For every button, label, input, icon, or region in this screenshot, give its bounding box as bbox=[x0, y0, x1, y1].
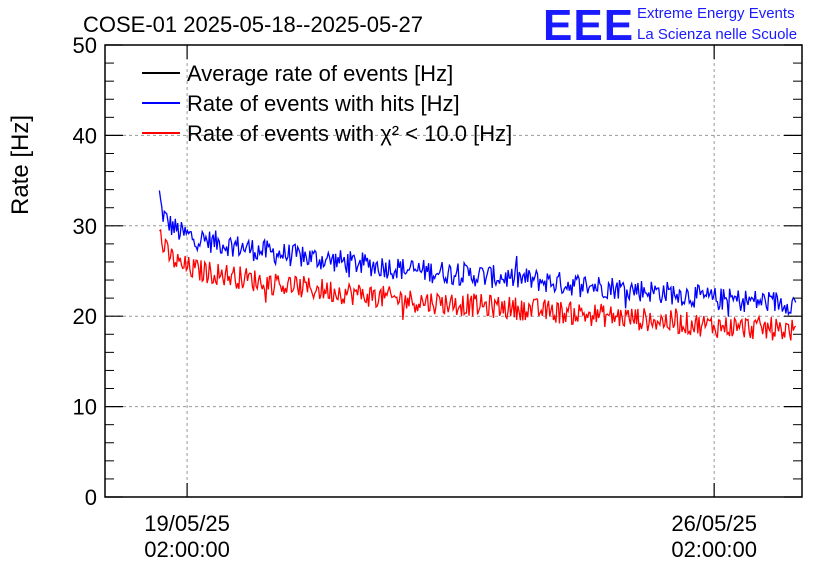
series-layer bbox=[158, 190, 797, 341]
axis-ticks bbox=[105, 44, 802, 498]
legend-label-0: Average rate of events [Hz] bbox=[187, 61, 453, 86]
tick-labels: 0102030405019/05/2502:00:0026/05/2502:00… bbox=[73, 33, 757, 562]
legend-label-1: Rate of events with hits [Hz] bbox=[187, 91, 460, 116]
chart-title: COSE-01 2025-05-18--2025-05-27 bbox=[83, 12, 423, 37]
y-tick-label: 10 bbox=[73, 395, 97, 420]
x-tick-label-date: 26/05/25 bbox=[671, 511, 757, 536]
logo-line-1: Extreme Energy Events bbox=[637, 5, 795, 22]
series-line-2 bbox=[159, 228, 797, 341]
x-tick-label-time: 02:00:00 bbox=[144, 537, 230, 562]
legend-label-2: Rate of events with χ² < 10.0 [Hz] bbox=[187, 121, 512, 146]
logo-mark: EEE bbox=[543, 1, 634, 50]
y-tick-label: 40 bbox=[73, 123, 97, 148]
y-tick-label: 50 bbox=[73, 33, 97, 58]
logo-line-2: La Scienza nelle Scuole bbox=[637, 26, 797, 43]
y-axis-label: Rate [Hz] bbox=[7, 115, 34, 215]
y-tick-label: 0 bbox=[85, 485, 97, 510]
legend: Average rate of events [Hz] Rate of event… bbox=[142, 61, 512, 146]
eee-logo: EEE Extreme Energy Events La Scienza nel… bbox=[543, 1, 797, 50]
y-tick-label: 20 bbox=[73, 304, 97, 329]
plot-frame bbox=[104, 44, 803, 498]
x-tick-label-time: 02:00:00 bbox=[671, 537, 757, 562]
y-tick-label: 30 bbox=[73, 214, 97, 239]
x-tick-label-date: 19/05/25 bbox=[144, 511, 230, 536]
grid-lines bbox=[105, 45, 802, 497]
series-line-1 bbox=[158, 190, 797, 317]
